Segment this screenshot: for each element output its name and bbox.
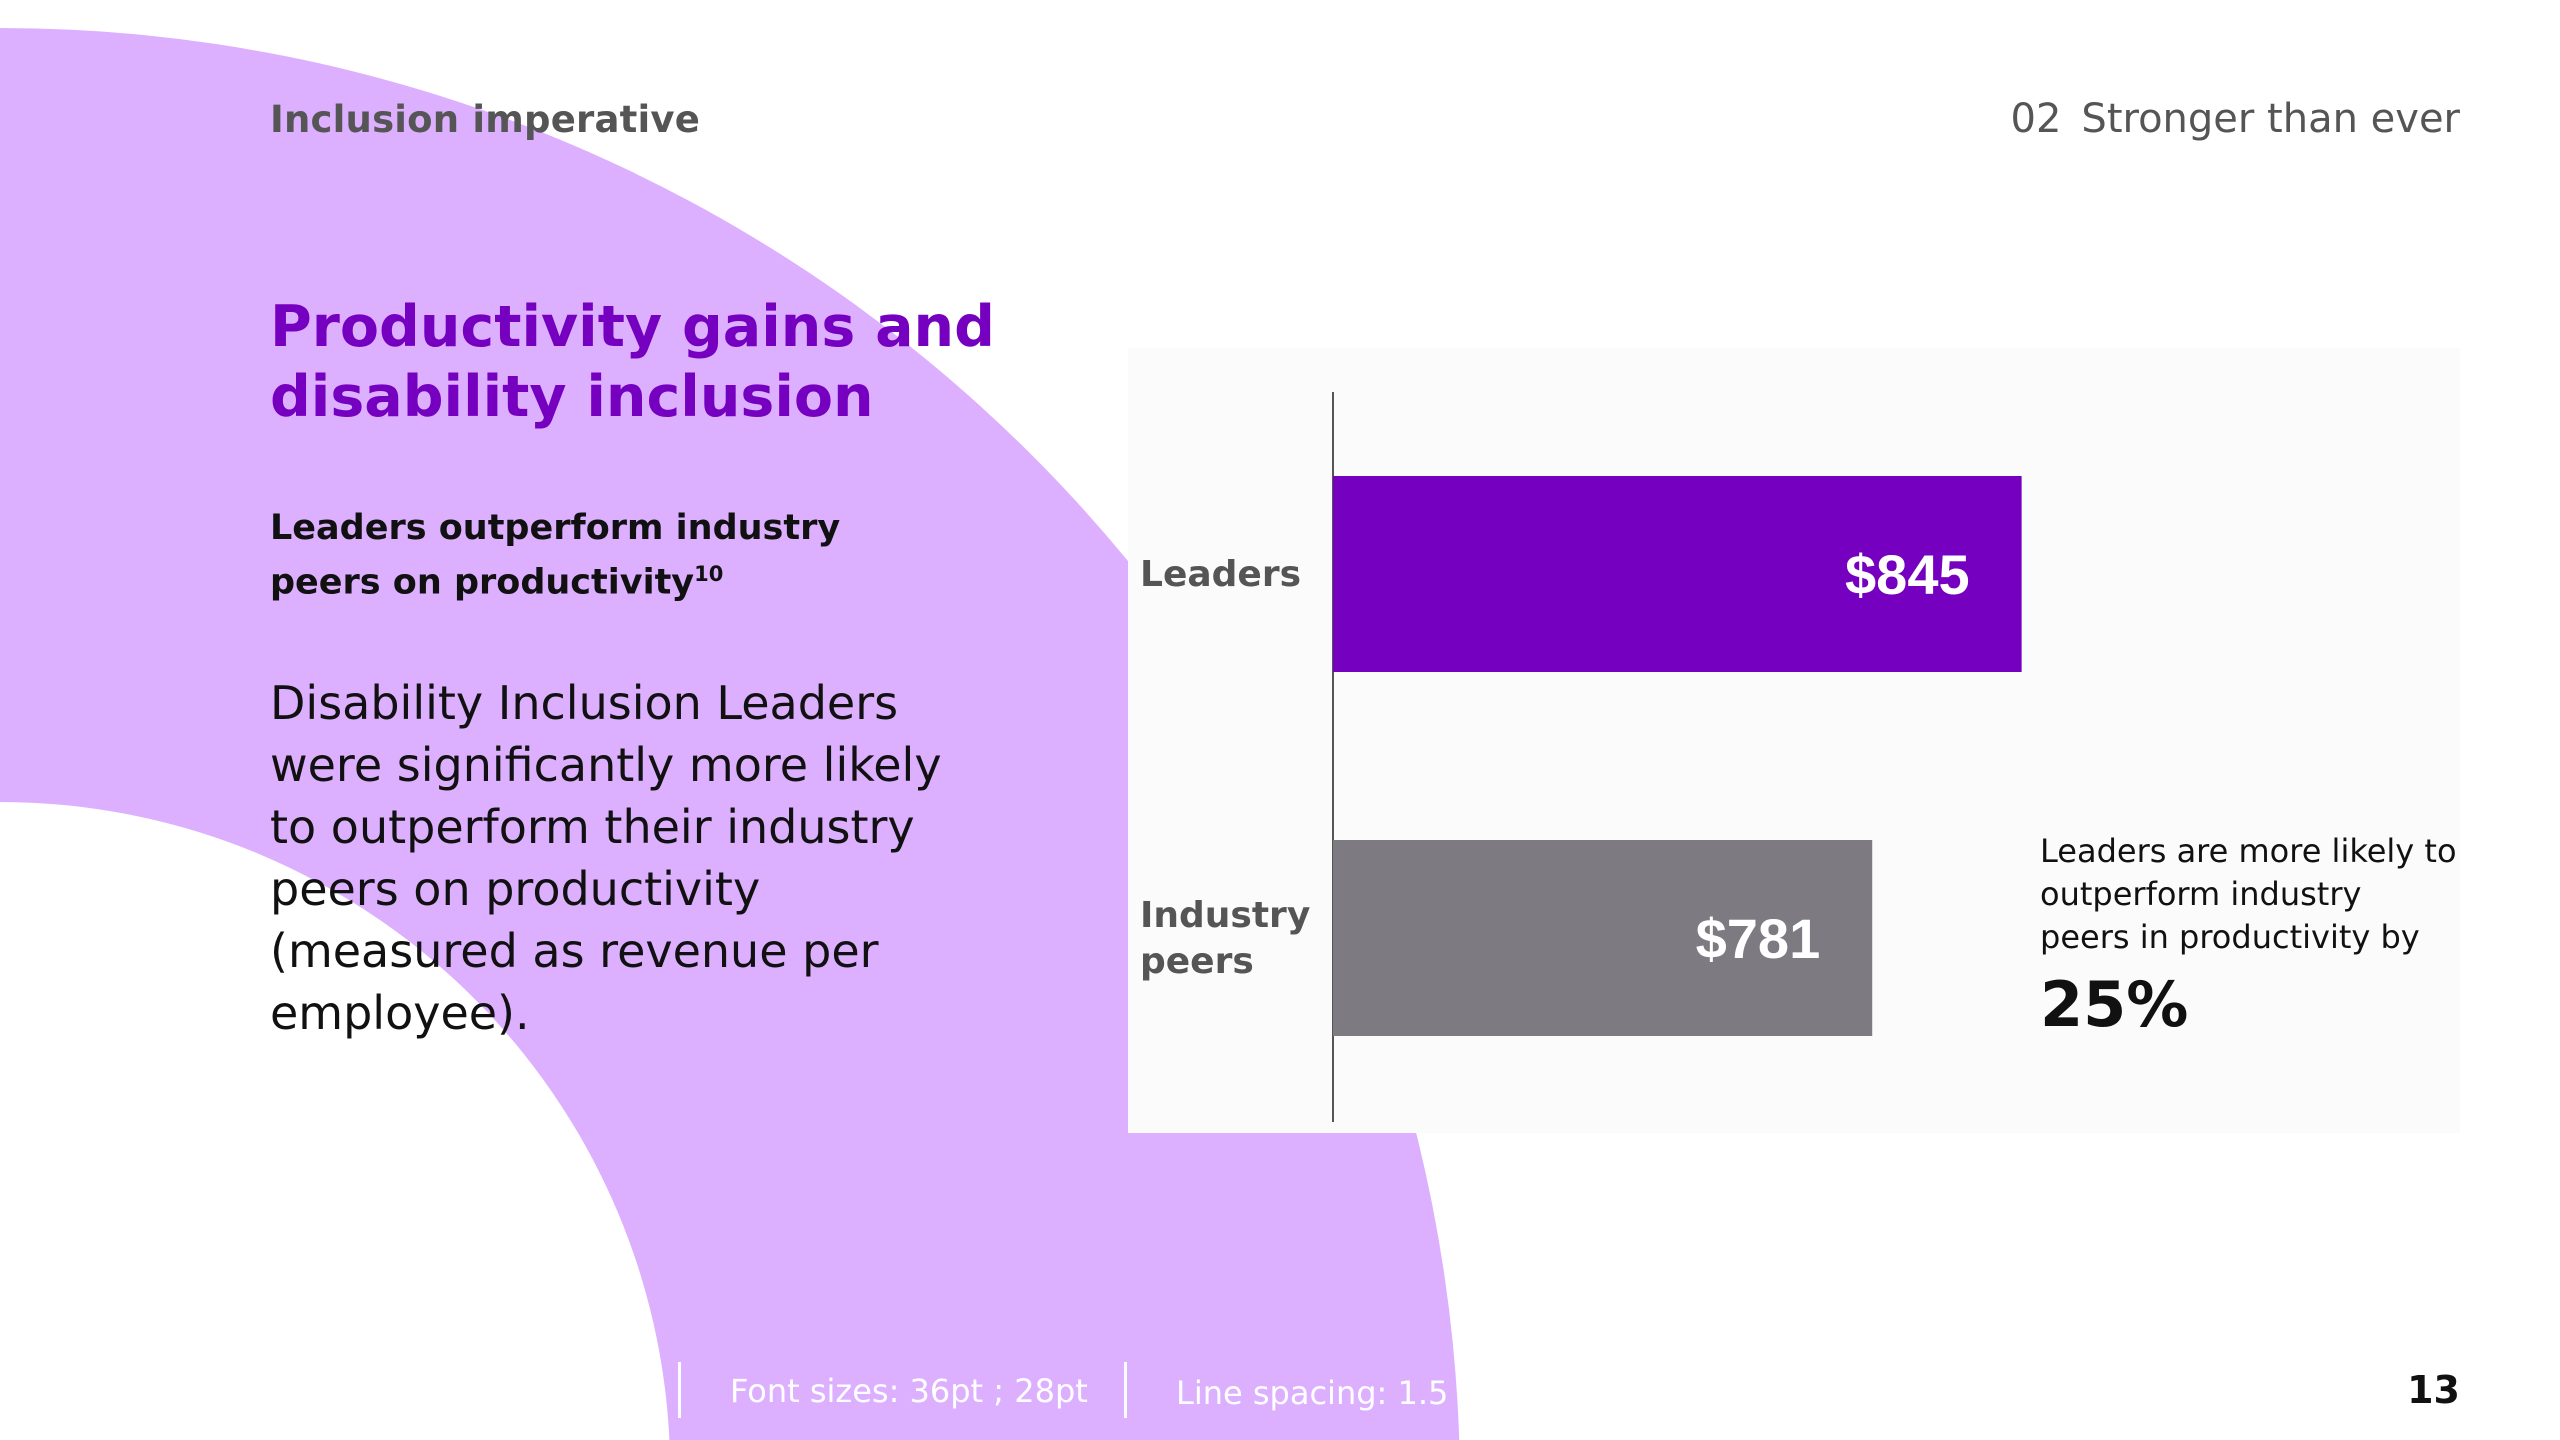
footer-separator <box>1124 1362 1127 1418</box>
section-indicator: 02 Stronger than ever <box>2011 96 2460 142</box>
callout-value: 25% <box>2040 968 2189 1041</box>
section-title: Stronger than ever <box>2081 96 2460 142</box>
callout-text: Leaders are more likely to outperform in… <box>2040 832 2457 956</box>
section-label: Inclusion imperative <box>270 98 701 141</box>
footer-font-sizes: Font sizes: 36pt ; 28pt <box>730 1372 1088 1410</box>
section-number: 02 <box>2010 96 2062 142</box>
decorative-arc-shape <box>0 28 1460 1440</box>
page-number: 13 <box>2407 1368 2460 1412</box>
footnote-marker: 10 <box>694 562 724 586</box>
footer-separator <box>678 1362 681 1418</box>
subtitle: Leaders outperform industry peers on pro… <box>270 505 890 606</box>
body-text: Disability Inclusion Leaders were signif… <box>270 676 942 1040</box>
chart-panel <box>1128 348 2460 1133</box>
footer-line-spacing: Line spacing: 1.5 <box>1176 1374 1449 1412</box>
page-title: Productivity gains and disability inclus… <box>270 294 995 430</box>
subtitle-text: Leaders outperform industry peers on pro… <box>270 508 841 603</box>
